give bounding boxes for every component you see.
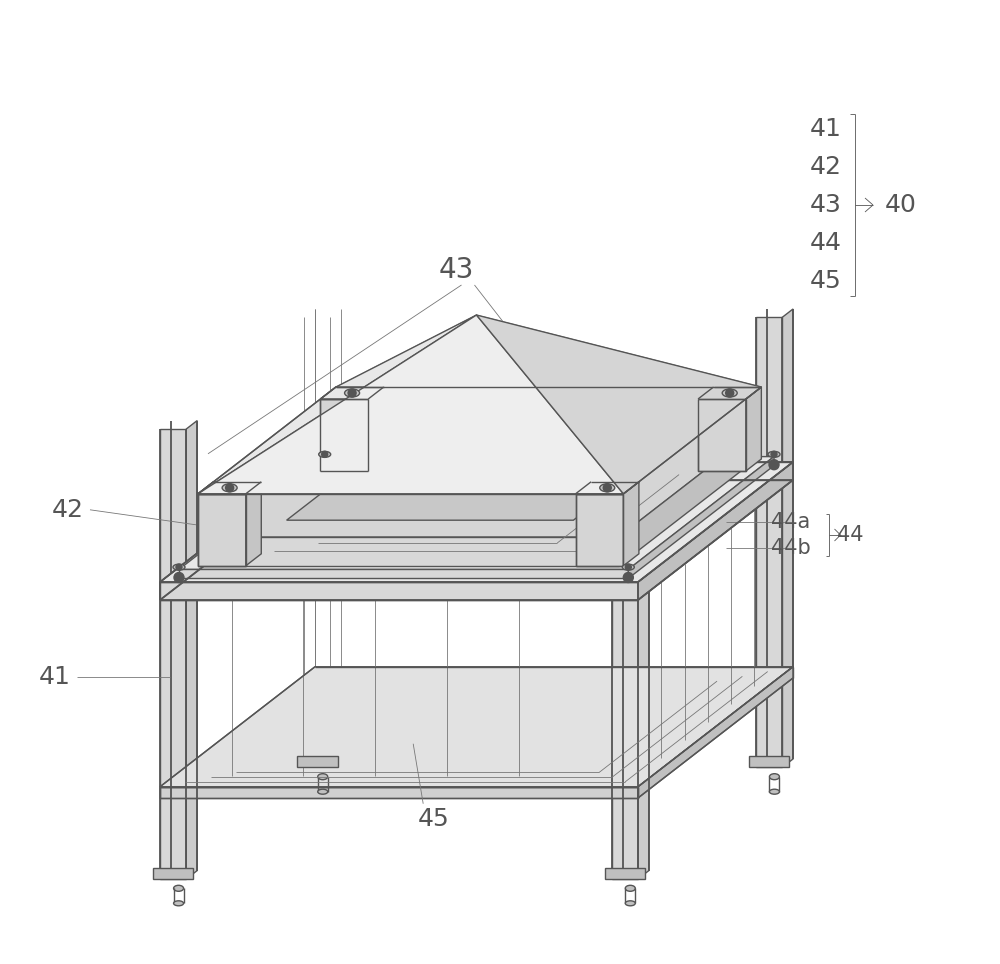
Polygon shape [261, 477, 692, 558]
Polygon shape [297, 756, 338, 767]
Polygon shape [638, 667, 793, 798]
Polygon shape [605, 868, 645, 879]
Polygon shape [576, 494, 623, 566]
Text: 43: 43 [810, 193, 842, 217]
Polygon shape [368, 387, 384, 471]
Polygon shape [160, 582, 638, 600]
Circle shape [623, 573, 633, 582]
Polygon shape [638, 420, 649, 879]
Polygon shape [628, 457, 774, 578]
Text: 41: 41 [39, 664, 71, 688]
Polygon shape [477, 315, 761, 494]
Polygon shape [698, 387, 761, 399]
Polygon shape [756, 317, 782, 767]
Text: 42: 42 [810, 155, 842, 179]
Text: 41: 41 [810, 117, 842, 141]
Ellipse shape [318, 790, 328, 794]
Ellipse shape [600, 484, 615, 492]
Polygon shape [749, 756, 789, 767]
Circle shape [174, 573, 184, 582]
Polygon shape [320, 387, 384, 399]
Polygon shape [638, 462, 793, 600]
Circle shape [769, 460, 779, 469]
Polygon shape [160, 429, 186, 879]
Ellipse shape [769, 774, 779, 780]
Polygon shape [186, 420, 197, 879]
Text: 44a: 44a [771, 512, 810, 532]
Polygon shape [246, 482, 261, 566]
Ellipse shape [319, 451, 331, 457]
Polygon shape [179, 570, 628, 578]
Polygon shape [198, 537, 619, 566]
Polygon shape [198, 315, 623, 494]
Circle shape [603, 484, 611, 492]
Circle shape [348, 389, 356, 397]
Polygon shape [336, 315, 761, 387]
Circle shape [322, 451, 328, 457]
Polygon shape [576, 482, 639, 494]
Polygon shape [198, 494, 246, 566]
Ellipse shape [722, 389, 737, 397]
Circle shape [625, 564, 631, 570]
Circle shape [771, 451, 777, 457]
Circle shape [226, 484, 234, 492]
Circle shape [176, 564, 182, 570]
Polygon shape [160, 667, 793, 787]
Ellipse shape [318, 774, 328, 780]
Polygon shape [782, 309, 793, 767]
Polygon shape [198, 482, 261, 494]
Ellipse shape [345, 389, 360, 397]
Text: 42: 42 [52, 497, 84, 522]
Text: 44b: 44b [771, 538, 810, 558]
Polygon shape [698, 399, 746, 471]
Text: 45: 45 [810, 269, 842, 293]
Text: 43: 43 [439, 256, 474, 284]
Ellipse shape [768, 451, 780, 457]
Ellipse shape [769, 790, 779, 794]
Ellipse shape [625, 885, 635, 892]
Polygon shape [304, 462, 793, 470]
Text: 45: 45 [417, 807, 449, 831]
Text: 44: 44 [810, 231, 842, 255]
Circle shape [320, 460, 330, 469]
Polygon shape [198, 315, 477, 494]
Polygon shape [236, 468, 717, 558]
Circle shape [726, 389, 734, 397]
Polygon shape [287, 448, 666, 521]
Ellipse shape [174, 885, 184, 892]
Polygon shape [160, 462, 793, 582]
Text: 44: 44 [837, 525, 864, 545]
Polygon shape [623, 482, 639, 566]
Ellipse shape [174, 900, 184, 906]
Polygon shape [320, 399, 368, 471]
Polygon shape [612, 429, 638, 879]
Text: 40: 40 [885, 193, 917, 217]
Polygon shape [179, 457, 774, 570]
Polygon shape [746, 387, 761, 471]
Ellipse shape [625, 900, 635, 906]
Polygon shape [153, 868, 193, 879]
Ellipse shape [222, 484, 237, 492]
Polygon shape [160, 787, 638, 798]
Polygon shape [198, 432, 755, 537]
Ellipse shape [173, 564, 185, 570]
Polygon shape [619, 432, 755, 566]
Ellipse shape [622, 564, 634, 570]
